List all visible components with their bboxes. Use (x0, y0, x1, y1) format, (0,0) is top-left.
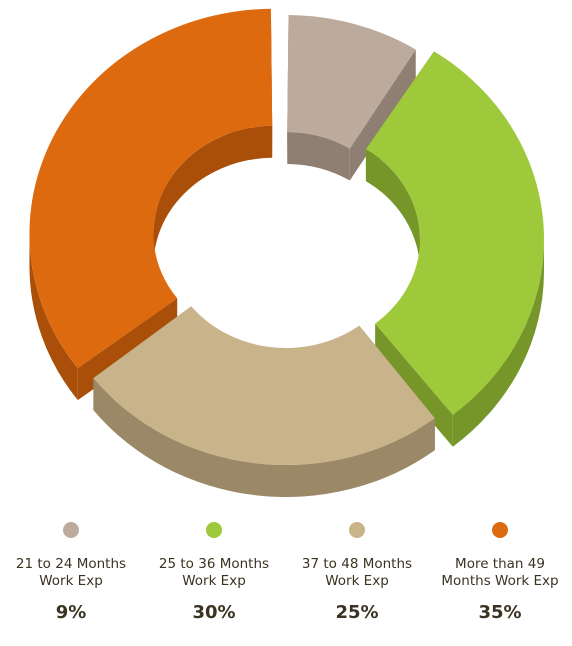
legend-item-21-24: 21 to 24 Months Work Exp 9% (0, 518, 142, 623)
legend-label-25-36: 25 to 36 Months Work Exp (158, 556, 270, 589)
donut-chart (29, 8, 544, 497)
legend-value-21-24: 9% (55, 602, 87, 623)
slice-37-48 (93, 306, 435, 466)
legend-label-37-48: 37 to 48 Months Work Exp (301, 556, 413, 589)
donut-tops (29, 8, 544, 466)
slice-25-36 (365, 51, 544, 415)
slice-inner-wall-21-24 (287, 132, 350, 181)
slice-inner-wall-49-plus (153, 125, 273, 266)
legend-dot-37-48 (349, 522, 365, 538)
slice-outer-wall-49-plus (29, 233, 78, 401)
legend-dot-21-24 (63, 522, 79, 538)
slice-cap-end-25-36 (375, 323, 453, 447)
slice-outer-wall-25-36 (452, 239, 544, 447)
legend-item-37-48: 37 to 48 Months Work Exp 25% (286, 518, 428, 623)
slice-cap-end-21-24 (349, 49, 416, 181)
slice-21-24 (287, 15, 416, 149)
legend-label-49-plus: More than 49 Months Work Exp (441, 556, 559, 589)
legend-item-49-plus: More than 49 Months Work Exp 35% (429, 518, 571, 623)
legend-dot-25-36 (206, 522, 222, 538)
chart-legend: 21 to 24 Months Work Exp 9% 25 to 36 Mon… (0, 518, 572, 638)
legend-label-21-24: 21 to 24 Months Work Exp (15, 556, 127, 589)
legend-item-25-36: 25 to 36 Months Work Exp 30% (143, 518, 285, 623)
slice-outer-wall-37-48 (93, 378, 435, 497)
slice-49-plus (29, 8, 273, 369)
legend-value-25-36: 30% (192, 602, 236, 623)
legend-value-49-plus: 35% (478, 602, 522, 623)
slice-inner-wall-25-36 (365, 149, 420, 272)
legend-value-37-48: 25% (335, 602, 379, 623)
legend-dot-49-plus (492, 522, 508, 538)
